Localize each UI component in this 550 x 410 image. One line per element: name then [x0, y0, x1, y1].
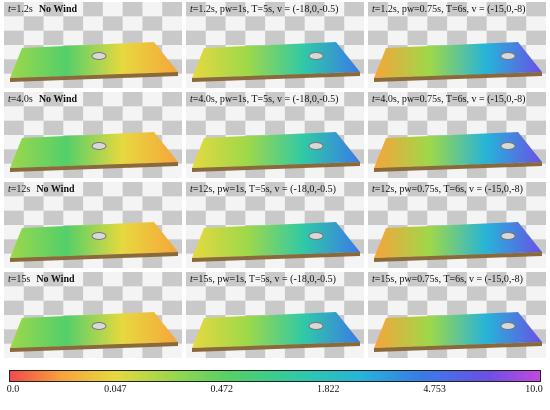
obstacle-ring	[308, 322, 324, 330]
obstacle-ring	[308, 142, 324, 150]
panel-caption: t=1.2s, pw=1s, T=5s, v = (-18,0,-0.5)	[190, 4, 338, 15]
colorbar-tick-label: 10.0	[525, 384, 543, 395]
panel-caption: t=1.2s, pw=0.75s, T=6s, v = (-15,0,-8)	[372, 4, 525, 15]
caption-time: t=4.0s, pw=1s, T=5s, v = (-18,0,-0.5)	[190, 94, 339, 105]
sim-render	[368, 182, 546, 268]
caption-time: t=12s, pw=1s, T=5s, v = (-18,0,-0.5)	[190, 184, 336, 195]
sim-panel: t=12s No Wind	[4, 182, 182, 268]
sim-render	[4, 2, 182, 88]
sim-render	[186, 272, 364, 358]
obstacle-ring	[91, 142, 107, 150]
obstacle-ring	[500, 232, 516, 240]
fluid-side	[192, 162, 360, 172]
caption-label: No Wind	[38, 4, 78, 15]
sim-render	[186, 92, 364, 178]
panel-caption: t=4.0s, pw=0.75s, T=6s, v = (-15,0,-8)	[372, 94, 525, 105]
caption-time: t=1.2s, pw=1s, T=5s, v = (-18,0,-0.5)	[190, 4, 339, 15]
sim-render	[4, 272, 182, 358]
fluid-side	[192, 72, 360, 82]
sim-render	[186, 182, 364, 268]
panel-caption: t=12s No Wind	[8, 184, 75, 195]
fluid-surface	[374, 42, 542, 78]
fluid-surface	[192, 132, 360, 168]
panel-grid: t=1.2s No Wind t=1.2s, pw=1s, T=5s, v = (-…	[4, 2, 547, 364]
fluid-surface	[374, 132, 542, 168]
fluid-surface	[10, 42, 178, 78]
fluid-side	[374, 72, 542, 82]
sim-panel: t=4.0s No Wind	[4, 92, 182, 178]
panel-caption: t=4.0s No Wind	[8, 94, 77, 105]
panel-caption: t=12s, pw=0.75s, T=6s, v = (-15,0,-8)	[372, 184, 523, 195]
sim-panel: t=1.2s, pw=1s, T=5s, v = (-18,0,-0.5)	[186, 2, 364, 88]
panel-caption: t=15s, pw=1s, T=5s, v = (-18,0,-0.5)	[190, 274, 336, 285]
caption-label: No Wind	[38, 94, 78, 105]
caption-time: t=12s, pw=0.75s, T=6s, v = (-15,0,-8)	[372, 184, 523, 195]
obstacle-ring	[308, 232, 324, 240]
sim-panel: t=15s No Wind	[4, 272, 182, 358]
panel-caption: t=15s, pw=0.75s, T=6s, v = (-15,0,-8)	[372, 274, 523, 285]
fluid-surface	[10, 222, 178, 258]
fluid-surface	[10, 132, 178, 168]
fluid-surface	[10, 312, 178, 348]
colorbar-tick-label: 0.047	[104, 384, 127, 395]
panel-caption: t=15s No Wind	[8, 274, 75, 285]
fluid-surface	[192, 42, 360, 78]
obstacle-ring	[500, 52, 516, 60]
sim-panel: t=15s, pw=1s, T=5s, v = (-18,0,-0.5)	[186, 272, 364, 358]
fluid-surface	[374, 222, 542, 258]
panel-caption: t=12s, pw=1s, T=5s, v = (-18,0,-0.5)	[190, 184, 336, 195]
sim-panel: t=4.0s, pw=1s, T=5s, v = (-18,0,-0.5)	[186, 92, 364, 178]
fluid-side	[10, 342, 178, 352]
sim-render	[4, 92, 182, 178]
sim-render	[4, 182, 182, 268]
fluid-surface	[192, 222, 360, 258]
obstacle-ring	[308, 52, 324, 60]
panel-caption: t=4.0s, pw=1s, T=5s, v = (-18,0,-0.5)	[190, 94, 338, 105]
obstacle-ring	[91, 52, 107, 60]
sim-panel: t=4.0s, pw=0.75s, T=6s, v = (-15,0,-8)	[368, 92, 546, 178]
fluid-side	[192, 252, 360, 262]
sim-render	[368, 2, 546, 88]
colorbar-ticks: 0.0 0.047 0.472 1.822 4.753 10.0	[0, 384, 550, 400]
fluid-side	[374, 162, 542, 172]
velocity-colorbar	[9, 370, 541, 382]
fluid-side	[374, 342, 542, 352]
sim-panel: t=1.2s, pw=0.75s, T=6s, v = (-15,0,-8)	[368, 2, 546, 88]
panel-caption: t=1.2s No Wind	[8, 4, 77, 15]
fluid-side	[10, 72, 178, 82]
caption-time: t=15s, pw=1s, T=5s, v = (-18,0,-0.5)	[190, 274, 336, 285]
sim-panel: t=1.2s No Wind	[4, 2, 182, 88]
sim-panel: t=15s, pw=0.75s, T=6s, v = (-15,0,-8)	[368, 272, 546, 358]
obstacle-ring	[91, 232, 107, 240]
fluid-side	[374, 252, 542, 262]
sim-render	[368, 272, 546, 358]
caption-time: t=15s, pw=0.75s, T=6s, v = (-15,0,-8)	[372, 274, 523, 285]
fluid-side	[10, 162, 178, 172]
caption-time: t=4.0s, pw=0.75s, T=6s, v = (-15,0,-8)	[372, 94, 526, 105]
colorbar-tick-label: 4.753	[423, 384, 446, 395]
obstacle-ring	[500, 142, 516, 150]
sim-panel: t=12s, pw=0.75s, T=6s, v = (-15,0,-8)	[368, 182, 546, 268]
colorbar-tick-label: 0.472	[210, 384, 234, 395]
sim-panel: t=12s, pw=1s, T=5s, v = (-18,0,-0.5)	[186, 182, 364, 268]
caption-time: t=1.2s	[8, 4, 33, 15]
sim-render	[186, 2, 364, 88]
colorbar-tick-label: 0.0	[6, 384, 20, 395]
caption-time: t=1.2s, pw=0.75s, T=6s, v = (-15,0,-8)	[372, 4, 526, 15]
colorbar-tick-label: 1.822	[316, 384, 340, 395]
caption-time: t=4.0s	[8, 94, 33, 105]
fluid-side	[10, 252, 178, 262]
sim-render	[368, 92, 546, 178]
fluid-surface	[192, 312, 360, 348]
caption-label: No Wind	[36, 184, 75, 195]
obstacle-ring	[91, 322, 107, 330]
fluid-side	[192, 342, 360, 352]
caption-time: t=15s	[8, 274, 31, 285]
caption-label: No Wind	[36, 274, 75, 285]
fluid-surface	[374, 312, 542, 348]
caption-time: t=12s	[8, 184, 31, 195]
obstacle-ring	[500, 322, 516, 330]
